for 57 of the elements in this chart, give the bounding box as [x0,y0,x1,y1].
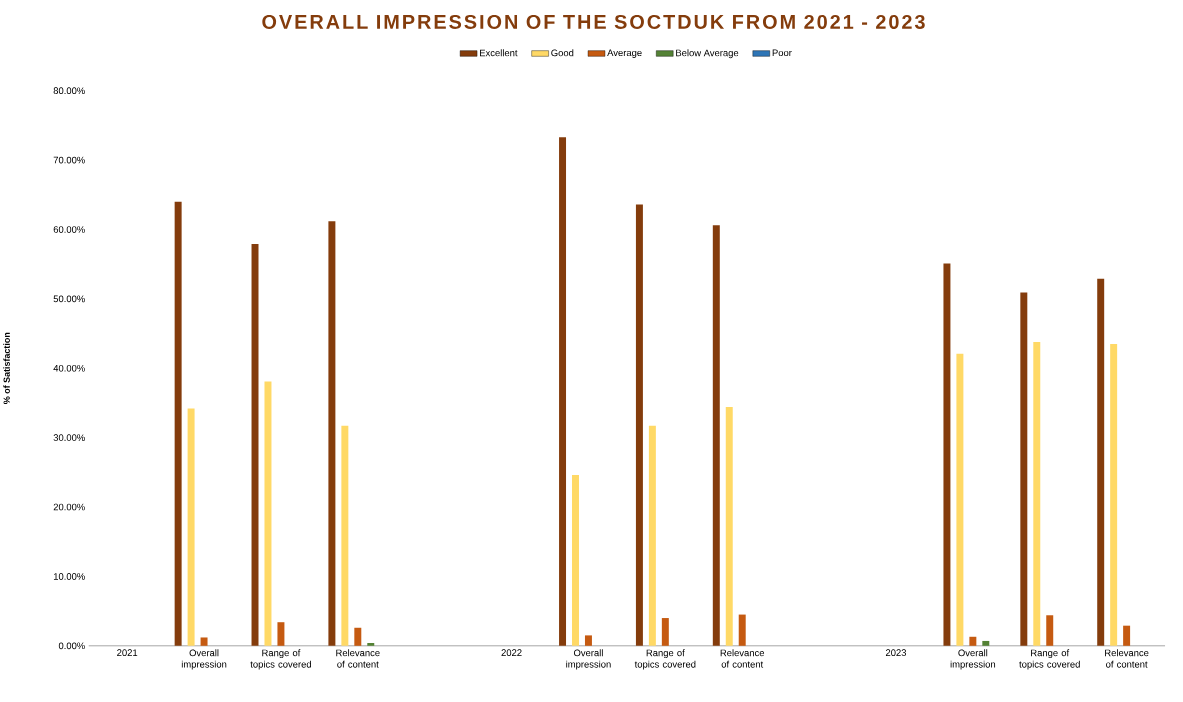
legend-label: Average [607,49,642,59]
bar [277,622,285,646]
x-tick-label: Range of topics covered [250,649,311,670]
bar [584,635,592,646]
bar [341,426,349,646]
bar [572,475,579,646]
y-tick-label: 60.00% [53,226,85,233]
bar [725,407,733,646]
legend-label: Below Average [676,49,739,59]
legend-label: Excellent [480,49,518,57]
bar [1110,344,1118,646]
bar [354,627,362,646]
bar [328,221,336,646]
bar [635,204,643,646]
bar [251,244,259,646]
bar [712,225,720,646]
bar [200,637,208,646]
bar [264,381,272,646]
y-tick-label: 30.00% [53,434,85,442]
bar [661,618,669,646]
bar [982,641,990,646]
y-tick-label: 0.00% [58,642,85,650]
x-tick-label: Overall impression [566,649,611,670]
x-tick-label: 2023 [885,649,907,657]
bar [1046,615,1054,646]
x-tick-label: Relevance of content [720,649,765,668]
bar [956,353,964,646]
y-tick-label: 10.00% [53,573,85,580]
bar [1097,278,1105,646]
x-tick-label: Range of topics covered [1019,649,1080,670]
legend-label: Poor [772,49,792,57]
y-tick-label: 70.00% [53,156,85,164]
bar [1033,342,1041,646]
y-tick-label: 40.00% [53,365,85,372]
chart-title: OVERALL IMPRESSION OF THE SOCTDUK FROM 2021 - 2023 [262,15,925,30]
x-tick-label: Range of topics covered [634,649,696,670]
bar [1020,292,1028,646]
bar [738,614,746,646]
bar [187,408,195,646]
bar [648,426,656,646]
bar [367,643,375,646]
y-tick-label: 50.00% [53,295,85,303]
bar [1123,625,1131,646]
x-tick-label: Relevance of content [1105,649,1149,668]
y-tick-label: 80.00% [53,87,85,95]
x-tick-label: Overall impression [950,649,996,670]
x-tick-label: 2021 [117,649,138,657]
y-tick-label: 20.00% [53,503,85,511]
bar [174,201,182,646]
y-axis-title: % of Satisfaction [3,333,10,405]
bar [943,263,951,646]
legend-label: Good [551,49,574,57]
bar [559,137,567,646]
bar [969,636,977,646]
x-tick-label: 2022 [501,649,522,657]
x-tick-label: Overall impression [181,649,227,670]
x-tick-label: Relevance of content [336,649,380,668]
